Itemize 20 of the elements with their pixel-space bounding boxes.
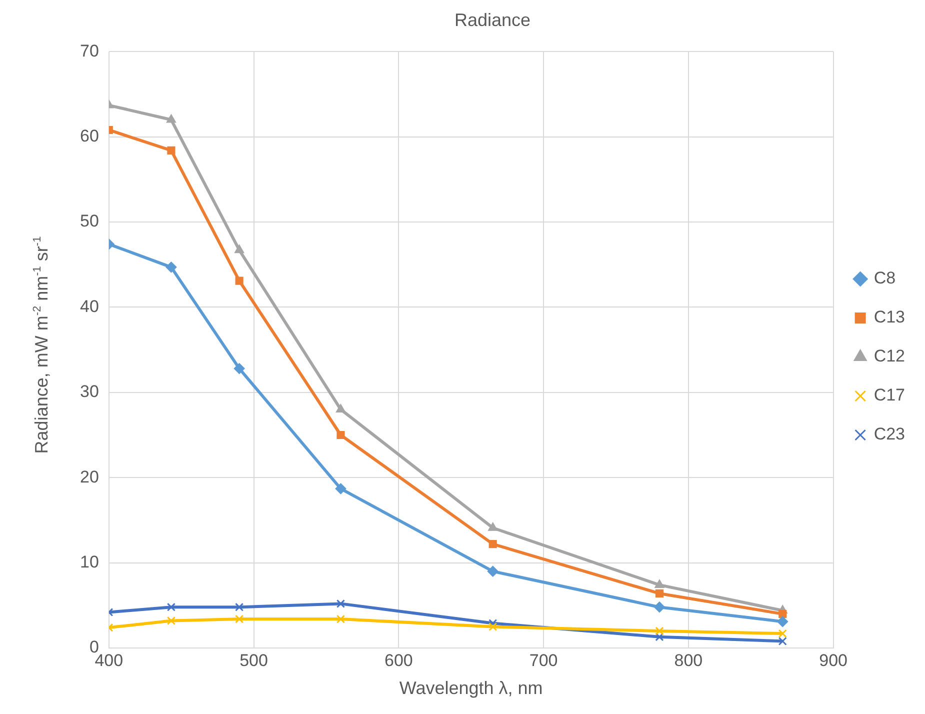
y-tick-label: 40 — [80, 296, 99, 316]
x-tick-label: 600 — [384, 650, 413, 670]
legend-label: C13 — [874, 308, 905, 327]
y-tick-label: 0 — [89, 638, 99, 657]
x-axis-title: Wavelength λ, nm — [399, 678, 543, 698]
y-tick-label: 20 — [80, 467, 99, 486]
x-tick-label: 900 — [819, 650, 848, 670]
y-tick-label: 10 — [80, 552, 99, 572]
legend-label: C17 — [874, 386, 905, 405]
x-tick-label: 500 — [240, 650, 268, 670]
legend-label: C12 — [874, 346, 905, 366]
y-tick-label: 70 — [80, 41, 99, 60]
x-tick-label: 700 — [529, 650, 558, 670]
x-tick-label: 800 — [674, 650, 703, 670]
chart-title: Radiance — [454, 10, 531, 30]
y-tick-label: 30 — [80, 382, 99, 402]
legend-label: C8 — [874, 268, 896, 288]
y-tick-label: 60 — [80, 126, 99, 146]
y-tick-label: 50 — [80, 212, 99, 231]
legend-label: C23 — [874, 424, 905, 444]
